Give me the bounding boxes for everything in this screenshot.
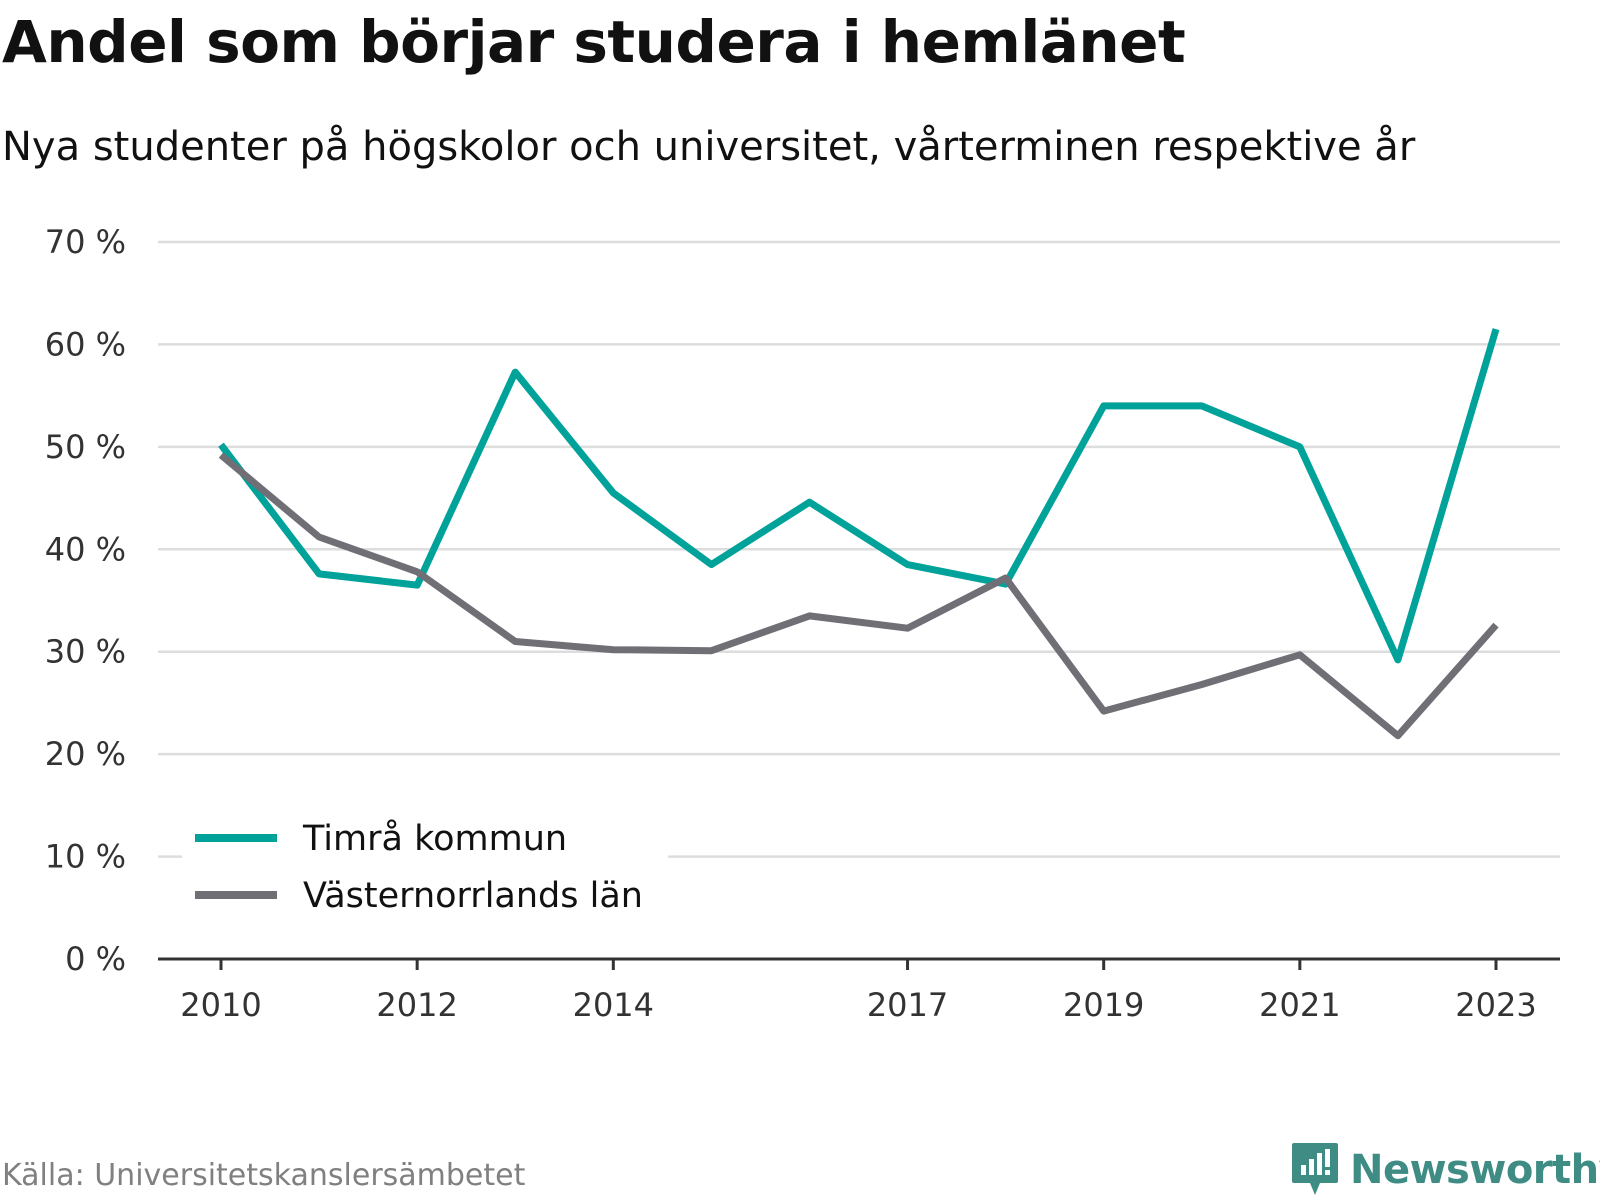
y-tick-label: 50 % [45,428,126,466]
source-note: Källa: Universitetskanslersämbetet [2,1158,526,1193]
x-tick-label: 2021 [1259,986,1340,1024]
y-tick-label: 30 % [45,633,126,671]
x-tick-label: 2010 [180,986,261,1024]
y-tick-label: 60 % [45,325,126,363]
legend: Timrå kommun Västernorrlands län [182,812,668,932]
x-tick-label: 2019 [1063,986,1144,1024]
chart-subtitle: Nya studenter på högskolor och universit… [2,124,1416,170]
x-tick-label: 2017 [867,986,948,1024]
brand-name: Newsworthy [1350,1147,1600,1193]
y-tick-label: 40 % [45,530,126,568]
x-axis-ticks: 2010 2012 2014 2017 2019 2021 2023 [180,959,1537,1024]
line-chart: 0 % 10 % 20 % 30 % 40 % 50 % 60 % 70 % 2010 2012… [45,223,1560,1024]
newsworthy-logo-icon [1292,1143,1338,1195]
y-tick-label: 70 % [45,223,126,261]
y-axis-ticks: 0 % 10 % 20 % 30 % 40 % 50 % 60 % 70 % [45,223,126,978]
x-tick-label: 2023 [1455,986,1536,1024]
series-lines [218,328,1500,740]
series-line-2 [218,452,1499,740]
x-tick-label: 2012 [376,986,457,1024]
brand-logo: Newsworthy [1290,1140,1600,1200]
legend-label: Västernorrlands län [303,876,643,916]
series-line-1 [218,328,1500,664]
y-tick-label: 0 % [65,940,126,978]
y-tick-label: 10 % [45,838,126,876]
x-tick-label: 2014 [573,986,654,1024]
legend-label: Timrå kommun [302,818,567,859]
y-tick-label: 20 % [45,735,126,773]
legend-background [182,812,668,932]
chart-title: Andel som börjar studera i hemlänet [2,8,1186,76]
